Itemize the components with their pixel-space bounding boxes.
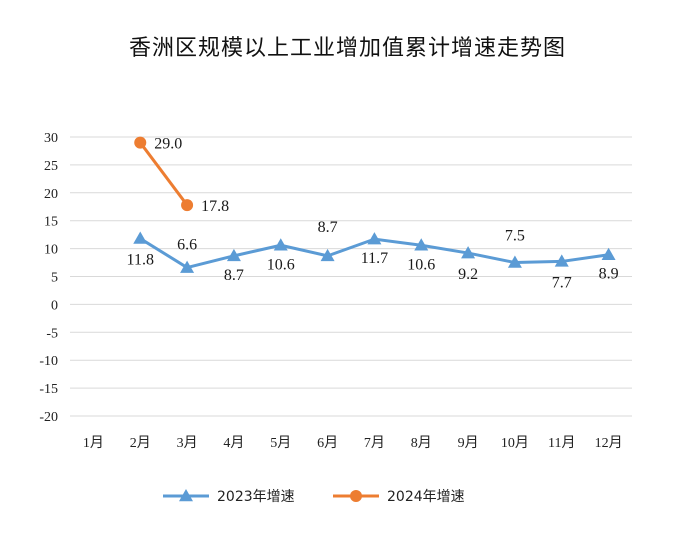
series-0-point-7: [414, 238, 429, 251]
series-0-point-9: [507, 255, 522, 268]
x-tick-label: 10月: [501, 435, 529, 451]
y-tick-label: -15: [39, 382, 58, 397]
data-label: 8.9: [599, 266, 619, 283]
legend-circle-marker: [350, 490, 362, 502]
legend-triangle-marker: [179, 489, 193, 502]
x-tick-label: 5月: [270, 435, 291, 451]
y-tick-label: 20: [44, 187, 58, 202]
x-tick-label: 3月: [177, 435, 198, 451]
data-label: 10.6: [407, 256, 435, 273]
data-label: 10.6: [267, 256, 295, 273]
series-1-point-2: [181, 199, 194, 212]
y-tick-label: 15: [44, 215, 58, 230]
data-label: 7.7: [552, 274, 572, 291]
x-axis-ticks: 1月 2月 3月 4月 5月 6月 7月 8月 9月 10月 11月 12月: [83, 435, 623, 451]
legend-label: 2024年增速: [387, 489, 465, 505]
x-tick-label: 11月: [548, 435, 575, 451]
x-tick-label: 1月: [83, 435, 104, 451]
x-tick-label: 6月: [317, 435, 338, 451]
x-tick-label: 8月: [411, 435, 432, 451]
series-0-point-8: [461, 246, 476, 259]
chart-title: 香洲区规模以上工业增加值累计增速走势图: [128, 36, 566, 61]
series-0-point-6: [367, 232, 382, 245]
y-tick-label: 25: [44, 159, 58, 174]
series-0-point-3: [226, 248, 241, 262]
series-1-line: [139, 141, 189, 206]
y-tick-label: 5: [51, 271, 58, 286]
data-label: 11.8: [127, 252, 154, 269]
data-label: 8.7: [318, 219, 338, 236]
x-tick-label: 4月: [223, 435, 244, 451]
y-axis-ticks: 30 25 20 15 10 5 0 -5 -10 -15 -20: [39, 131, 58, 425]
series-1-point-1: [134, 136, 147, 149]
series-0-point-11: [601, 247, 616, 260]
legend: 2023年增速 2024年增速: [163, 489, 465, 505]
gridlines: [70, 136, 632, 417]
data-label: 11.7: [361, 250, 388, 267]
x-tick-label: 9月: [458, 435, 479, 451]
y-tick-label: 0: [51, 298, 58, 313]
data-label: 6.6: [177, 237, 197, 254]
y-tick-label: -10: [39, 354, 58, 369]
x-tick-label: 2月: [130, 435, 151, 451]
series-0-point-4: [273, 238, 288, 251]
data-label: 29.0: [154, 136, 182, 153]
series-0-point-2: [180, 260, 195, 273]
x-tick-label: 7月: [364, 435, 385, 451]
data-label: 9.2: [458, 266, 478, 283]
data-label: 7.5: [505, 228, 525, 245]
series-0-point-5: [320, 248, 335, 262]
y-tick-label: -5: [46, 326, 58, 341]
y-tick-label: 30: [44, 131, 58, 146]
data-label: 8.7: [224, 267, 244, 284]
x-tick-label: 12月: [595, 435, 623, 451]
y-tick-label: 10: [44, 243, 58, 258]
y-tick-label: -20: [39, 410, 58, 425]
series-markers: [133, 136, 616, 273]
legend-label: 2023年增速: [217, 489, 295, 505]
series-0-point-1: [133, 231, 148, 244]
series-0-point-10: [554, 254, 569, 267]
data-labels: 11.8 6.6 8.7 10.6 8.7 11.7 10.6 9.2 7.5 7.7 8.9 29.…: [127, 136, 619, 292]
data-label: 17.8: [201, 198, 229, 215]
